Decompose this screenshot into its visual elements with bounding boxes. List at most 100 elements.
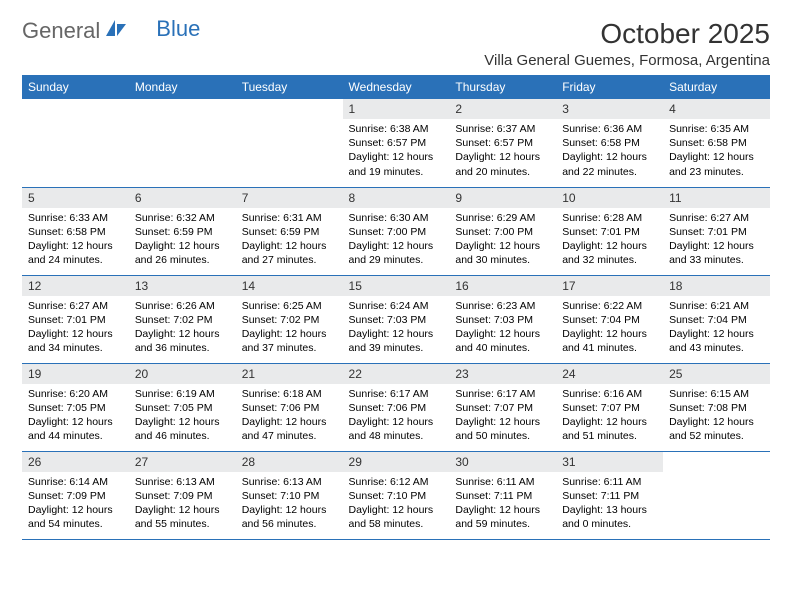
day-details: Sunrise: 6:30 AMSunset: 7:00 PMDaylight:… bbox=[343, 208, 450, 272]
day-number: 20 bbox=[129, 364, 236, 384]
day-number: 22 bbox=[343, 364, 450, 384]
day-number: 16 bbox=[449, 276, 556, 296]
calendar-day-cell: 2Sunrise: 6:37 AMSunset: 6:57 PMDaylight… bbox=[449, 99, 556, 187]
day-number: 31 bbox=[556, 452, 663, 472]
calendar-day-cell: 23Sunrise: 6:17 AMSunset: 7:07 PMDayligh… bbox=[449, 363, 556, 451]
calendar-day-cell: 16Sunrise: 6:23 AMSunset: 7:03 PMDayligh… bbox=[449, 275, 556, 363]
calendar-table: SundayMondayTuesdayWednesdayThursdayFrid… bbox=[22, 75, 770, 540]
day-details: Sunrise: 6:15 AMSunset: 7:08 PMDaylight:… bbox=[663, 384, 770, 448]
day-details: Sunrise: 6:37 AMSunset: 6:57 PMDaylight:… bbox=[449, 119, 556, 183]
logo: General Blue bbox=[22, 18, 200, 44]
day-number: 21 bbox=[236, 364, 343, 384]
day-number: 1 bbox=[343, 99, 450, 119]
day-details: Sunrise: 6:17 AMSunset: 7:07 PMDaylight:… bbox=[449, 384, 556, 448]
calendar-day-cell: 19Sunrise: 6:20 AMSunset: 7:05 PMDayligh… bbox=[22, 363, 129, 451]
calendar-week-row: 12Sunrise: 6:27 AMSunset: 7:01 PMDayligh… bbox=[22, 275, 770, 363]
calendar-day-cell: 31Sunrise: 6:11 AMSunset: 7:11 PMDayligh… bbox=[556, 451, 663, 539]
day-details: Sunrise: 6:28 AMSunset: 7:01 PMDaylight:… bbox=[556, 208, 663, 272]
calendar-week-row: 26Sunrise: 6:14 AMSunset: 7:09 PMDayligh… bbox=[22, 451, 770, 539]
day-number: 24 bbox=[556, 364, 663, 384]
header: General Blue October 2025 Villa General … bbox=[22, 18, 770, 69]
calendar-day-cell: 29Sunrise: 6:12 AMSunset: 7:10 PMDayligh… bbox=[343, 451, 450, 539]
day-details: Sunrise: 6:17 AMSunset: 7:06 PMDaylight:… bbox=[343, 384, 450, 448]
weekday-header: Saturday bbox=[663, 75, 770, 99]
calendar-day-cell: 8Sunrise: 6:30 AMSunset: 7:00 PMDaylight… bbox=[343, 187, 450, 275]
day-number: 23 bbox=[449, 364, 556, 384]
calendar-day-cell: 7Sunrise: 6:31 AMSunset: 6:59 PMDaylight… bbox=[236, 187, 343, 275]
calendar-day-cell: 11Sunrise: 6:27 AMSunset: 7:01 PMDayligh… bbox=[663, 187, 770, 275]
calendar-day-cell: 17Sunrise: 6:22 AMSunset: 7:04 PMDayligh… bbox=[556, 275, 663, 363]
calendar-day-cell: 25Sunrise: 6:15 AMSunset: 7:08 PMDayligh… bbox=[663, 363, 770, 451]
day-details: Sunrise: 6:13 AMSunset: 7:10 PMDaylight:… bbox=[236, 472, 343, 536]
calendar-day-cell: 24Sunrise: 6:16 AMSunset: 7:07 PMDayligh… bbox=[556, 363, 663, 451]
day-details: Sunrise: 6:26 AMSunset: 7:02 PMDaylight:… bbox=[129, 296, 236, 360]
weekday-header: Thursday bbox=[449, 75, 556, 99]
day-number: 27 bbox=[129, 452, 236, 472]
day-number: 8 bbox=[343, 188, 450, 208]
day-details: Sunrise: 6:12 AMSunset: 7:10 PMDaylight:… bbox=[343, 472, 450, 536]
day-details: Sunrise: 6:27 AMSunset: 7:01 PMDaylight:… bbox=[663, 208, 770, 272]
day-number: 26 bbox=[22, 452, 129, 472]
calendar-day-cell: 15Sunrise: 6:24 AMSunset: 7:03 PMDayligh… bbox=[343, 275, 450, 363]
day-number: 14 bbox=[236, 276, 343, 296]
day-details: Sunrise: 6:21 AMSunset: 7:04 PMDaylight:… bbox=[663, 296, 770, 360]
calendar-day-cell: 27Sunrise: 6:13 AMSunset: 7:09 PMDayligh… bbox=[129, 451, 236, 539]
day-details: Sunrise: 6:14 AMSunset: 7:09 PMDaylight:… bbox=[22, 472, 129, 536]
day-number: 9 bbox=[449, 188, 556, 208]
day-details: Sunrise: 6:13 AMSunset: 7:09 PMDaylight:… bbox=[129, 472, 236, 536]
day-details: Sunrise: 6:27 AMSunset: 7:01 PMDaylight:… bbox=[22, 296, 129, 360]
logo-text-general: General bbox=[22, 18, 100, 44]
calendar-day-cell: 4Sunrise: 6:35 AMSunset: 6:58 PMDaylight… bbox=[663, 99, 770, 187]
day-details: Sunrise: 6:16 AMSunset: 7:07 PMDaylight:… bbox=[556, 384, 663, 448]
calendar-body: 1Sunrise: 6:38 AMSunset: 6:57 PMDaylight… bbox=[22, 99, 770, 539]
calendar-day-cell: 18Sunrise: 6:21 AMSunset: 7:04 PMDayligh… bbox=[663, 275, 770, 363]
logo-text-blue: Blue bbox=[156, 16, 200, 42]
calendar-day-cell: 14Sunrise: 6:25 AMSunset: 7:02 PMDayligh… bbox=[236, 275, 343, 363]
calendar-day-cell bbox=[129, 99, 236, 187]
day-number: 18 bbox=[663, 276, 770, 296]
day-number: 6 bbox=[129, 188, 236, 208]
calendar-day-cell: 13Sunrise: 6:26 AMSunset: 7:02 PMDayligh… bbox=[129, 275, 236, 363]
calendar-day-cell: 3Sunrise: 6:36 AMSunset: 6:58 PMDaylight… bbox=[556, 99, 663, 187]
day-number: 5 bbox=[22, 188, 129, 208]
day-details: Sunrise: 6:24 AMSunset: 7:03 PMDaylight:… bbox=[343, 296, 450, 360]
day-details: Sunrise: 6:31 AMSunset: 6:59 PMDaylight:… bbox=[236, 208, 343, 272]
day-details: Sunrise: 6:11 AMSunset: 7:11 PMDaylight:… bbox=[449, 472, 556, 536]
title-block: October 2025 Villa General Guemes, Formo… bbox=[484, 18, 770, 69]
day-number: 15 bbox=[343, 276, 450, 296]
day-number: 19 bbox=[22, 364, 129, 384]
location: Villa General Guemes, Formosa, Argentina bbox=[484, 52, 770, 69]
calendar-day-cell: 6Sunrise: 6:32 AMSunset: 6:59 PMDaylight… bbox=[129, 187, 236, 275]
calendar-day-cell: 21Sunrise: 6:18 AMSunset: 7:06 PMDayligh… bbox=[236, 363, 343, 451]
day-number: 28 bbox=[236, 452, 343, 472]
day-number: 25 bbox=[663, 364, 770, 384]
day-number: 10 bbox=[556, 188, 663, 208]
day-details: Sunrise: 6:19 AMSunset: 7:05 PMDaylight:… bbox=[129, 384, 236, 448]
calendar-week-row: 1Sunrise: 6:38 AMSunset: 6:57 PMDaylight… bbox=[22, 99, 770, 187]
day-number: 3 bbox=[556, 99, 663, 119]
calendar-week-row: 5Sunrise: 6:33 AMSunset: 6:58 PMDaylight… bbox=[22, 187, 770, 275]
calendar-header: SundayMondayTuesdayWednesdayThursdayFrid… bbox=[22, 75, 770, 99]
weekday-header: Wednesday bbox=[343, 75, 450, 99]
month-title: October 2025 bbox=[484, 18, 770, 50]
logo-sail-icon bbox=[104, 18, 128, 44]
day-details: Sunrise: 6:18 AMSunset: 7:06 PMDaylight:… bbox=[236, 384, 343, 448]
weekday-header: Tuesday bbox=[236, 75, 343, 99]
day-number: 12 bbox=[22, 276, 129, 296]
calendar-day-cell: 12Sunrise: 6:27 AMSunset: 7:01 PMDayligh… bbox=[22, 275, 129, 363]
calendar-day-cell: 20Sunrise: 6:19 AMSunset: 7:05 PMDayligh… bbox=[129, 363, 236, 451]
weekday-header: Sunday bbox=[22, 75, 129, 99]
calendar-day-cell: 5Sunrise: 6:33 AMSunset: 6:58 PMDaylight… bbox=[22, 187, 129, 275]
calendar-week-row: 19Sunrise: 6:20 AMSunset: 7:05 PMDayligh… bbox=[22, 363, 770, 451]
day-details: Sunrise: 6:20 AMSunset: 7:05 PMDaylight:… bbox=[22, 384, 129, 448]
day-number: 30 bbox=[449, 452, 556, 472]
day-number: 29 bbox=[343, 452, 450, 472]
calendar-day-cell: 26Sunrise: 6:14 AMSunset: 7:09 PMDayligh… bbox=[22, 451, 129, 539]
calendar-day-cell: 30Sunrise: 6:11 AMSunset: 7:11 PMDayligh… bbox=[449, 451, 556, 539]
day-number: 2 bbox=[449, 99, 556, 119]
calendar-day-cell bbox=[663, 451, 770, 539]
weekday-header: Friday bbox=[556, 75, 663, 99]
day-details: Sunrise: 6:29 AMSunset: 7:00 PMDaylight:… bbox=[449, 208, 556, 272]
calendar-day-cell: 22Sunrise: 6:17 AMSunset: 7:06 PMDayligh… bbox=[343, 363, 450, 451]
day-number: 7 bbox=[236, 188, 343, 208]
